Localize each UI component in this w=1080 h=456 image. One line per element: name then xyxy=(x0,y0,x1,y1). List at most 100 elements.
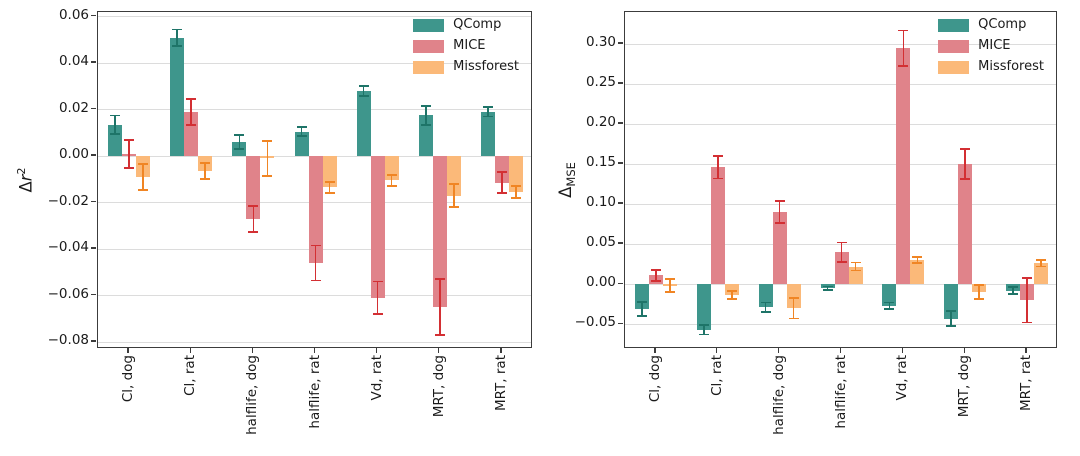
missforest-swatch xyxy=(413,60,445,74)
y-tick-label: 0.15 xyxy=(585,154,616,171)
gridline xyxy=(625,163,1056,165)
error-bar xyxy=(669,279,671,293)
error-bar xyxy=(840,242,843,262)
legend-label: MICE xyxy=(978,38,1011,53)
error-bar xyxy=(978,284,980,300)
error-bar-cap xyxy=(448,206,459,209)
error-bar-cap xyxy=(698,324,709,326)
error-bar xyxy=(142,164,144,190)
error-bar-cap xyxy=(788,296,799,299)
error-bar-cap xyxy=(310,279,321,282)
error-bar-cap xyxy=(664,278,675,281)
x-tick-mark xyxy=(901,348,903,353)
error-bar-cap xyxy=(822,285,833,288)
delta-r2-chart: Δr2 QComp MICE Missforest 0.06 0.04 0.02 0.00… xyxy=(15,8,532,435)
x-tick-mark xyxy=(1025,348,1027,353)
error-bar-cap xyxy=(774,222,785,225)
bar-qcomp xyxy=(882,284,897,306)
error-bar-cap xyxy=(496,192,507,195)
y-tick-label: 0.00 xyxy=(58,146,89,163)
bar-mice xyxy=(432,156,447,308)
error-bar-cap xyxy=(296,135,307,138)
y-tick-label: 0.04 xyxy=(58,53,89,70)
error-bar-cap xyxy=(186,98,197,101)
error-bar xyxy=(362,86,365,96)
error-bar-cap xyxy=(386,173,397,176)
error-bar-cap xyxy=(636,315,647,318)
error-bar-cap xyxy=(836,260,847,263)
y-tick-label: 0.20 xyxy=(585,114,616,131)
y-tick-mark xyxy=(91,14,96,17)
error-bar xyxy=(238,135,241,150)
error-bar xyxy=(252,206,255,232)
y-tick-mark xyxy=(618,282,623,284)
error-bar-cap xyxy=(960,147,971,150)
y-tick-mark xyxy=(618,42,623,44)
bar-qcomp xyxy=(108,124,123,157)
y-tick-mark xyxy=(618,322,623,324)
error-bar-cap xyxy=(234,134,245,137)
error-bar xyxy=(888,302,891,309)
y-axis-label: Δr2 xyxy=(14,166,36,193)
x-tick-mark xyxy=(313,348,316,353)
error-bar-cap xyxy=(386,185,397,188)
x-tick-label: MRT, rat xyxy=(1018,355,1035,411)
gridline xyxy=(625,283,1056,285)
y-tick-label: −0.05 xyxy=(574,314,616,331)
bar-qcomp xyxy=(696,284,711,330)
error-bar-cap xyxy=(482,106,493,109)
error-bar-cap xyxy=(248,205,259,207)
error-bar xyxy=(730,291,733,300)
error-bar-cap xyxy=(664,291,675,294)
y-tick-mark xyxy=(91,154,96,156)
gridline xyxy=(625,123,1056,125)
error-bar xyxy=(950,311,952,326)
x-tick-label: Cl, dog xyxy=(646,355,663,403)
error-bar xyxy=(128,139,130,168)
error-bar-cap xyxy=(650,280,661,282)
y-tick-label: 0.30 xyxy=(585,34,616,51)
error-bar-cap xyxy=(110,133,121,135)
qcomp-swatch xyxy=(938,18,970,32)
x-tick-label: Vd, rat xyxy=(894,355,911,401)
bar-mice xyxy=(494,156,509,183)
error-bar-cap xyxy=(510,197,521,199)
x-tick-mark xyxy=(189,348,191,353)
bar-mice xyxy=(370,156,385,298)
error-bar xyxy=(376,281,379,315)
error-bar-cap xyxy=(324,192,335,195)
y-tick-mark xyxy=(91,340,96,342)
x-tick-mark xyxy=(716,348,718,353)
gridline xyxy=(98,62,531,64)
missforest-swatch xyxy=(938,60,970,74)
error-bar-cap xyxy=(434,334,445,336)
bar-qcomp xyxy=(356,91,371,157)
bar-qcomp xyxy=(944,284,959,319)
x-tick-mark xyxy=(963,348,965,353)
bar-mice xyxy=(710,167,725,285)
error-bar-cap xyxy=(200,178,211,181)
error-bar-cap xyxy=(760,301,771,304)
y-tick-mark xyxy=(618,82,623,84)
error-bar-cap xyxy=(1036,265,1047,268)
error-bar xyxy=(515,186,517,198)
error-bar xyxy=(114,115,116,134)
error-bar xyxy=(792,297,795,319)
y-tick-label: 0.25 xyxy=(585,74,616,91)
x-tick-mark xyxy=(251,348,253,353)
gridline xyxy=(625,203,1056,205)
gridline xyxy=(98,109,531,111)
gridline xyxy=(625,243,1056,245)
error-bar xyxy=(854,262,857,271)
error-bar-cap xyxy=(434,278,445,281)
error-bar-cap xyxy=(836,241,847,244)
error-bar-cap xyxy=(946,324,957,327)
y-tick-mark xyxy=(91,247,96,249)
x-tick-label: Cl, dog xyxy=(120,355,137,403)
x-tick-mark xyxy=(375,348,378,353)
plot-area xyxy=(97,11,532,348)
x-tick-mark xyxy=(500,348,502,353)
delta-mse-chart: ΔMSE QComp MICE Missforest 0.30 0.25 0.20 0.1… xyxy=(556,11,1057,435)
error-bar-cap xyxy=(1022,276,1033,279)
y-tick-label: −0.08 xyxy=(47,332,89,349)
